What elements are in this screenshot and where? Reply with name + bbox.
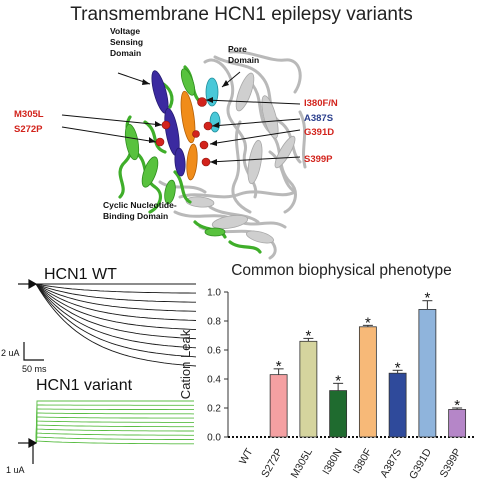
x-tick-label: I380F [351, 447, 375, 476]
wt-trace-line [35, 283, 197, 349]
variant-trace-title: HCN1 variant [36, 377, 133, 394]
wt-trace-line [35, 283, 197, 358]
cnbd-label-line2: Binding Domain [103, 211, 168, 221]
grey-helix-fills [185, 72, 296, 244]
significance-marker: * [305, 327, 311, 344]
annotation-arrows [61, 71, 301, 163]
significance-marker: * [454, 397, 460, 414]
chart-title: Common biophysical phenotype [231, 262, 452, 279]
bar-i380n [329, 390, 348, 438]
significance-marker: * [395, 359, 401, 376]
wt-trace-line [35, 283, 197, 367]
variant-trace-line [35, 408, 194, 444]
x-tick-label: G391D [407, 446, 434, 481]
y-tick-label: 0.0 [207, 433, 221, 444]
variant-label-g391d: G391D [304, 127, 334, 138]
y-tick-label: 1.0 [207, 288, 221, 299]
variant-label-a387s: A387S [304, 113, 333, 124]
y-tick-label: 0.2 [207, 404, 221, 415]
pore-helix-orange [180, 90, 198, 181]
pore-label-line1: Pore [228, 44, 247, 54]
y-tick-label: 0.4 [207, 375, 221, 386]
wt-trace-line [35, 283, 197, 321]
bar-g391d [418, 308, 437, 438]
cnbd-label-line1: Cyclic Nucleotide- [103, 200, 177, 210]
bar-a387s [388, 372, 407, 438]
variant-trace-line [35, 428, 194, 444]
chart-axes: 0.0 0.2 0.4 0.6 0.8 1.0 Cation Leak [178, 288, 476, 444]
bar-m305l [299, 340, 318, 438]
green-helix-fills [124, 68, 226, 237]
variant-trace-line [35, 412, 195, 444]
x-tick-label: S272P [259, 447, 285, 480]
voltage-label-line2: Sensing [110, 37, 143, 47]
variant-label-s272p: S272P [14, 124, 43, 135]
wt-trace-line [35, 283, 196, 294]
x-tick-label: M305L [289, 446, 316, 480]
variant-label-m305l: M305L [14, 109, 44, 120]
significance-marker: * [424, 290, 430, 307]
y-tick-label: 0.8 [207, 317, 221, 328]
x-tick-label: S399P [438, 447, 464, 480]
variant-scale-current-label: 1 uA [6, 465, 25, 475]
wt-trace-line [35, 283, 197, 340]
pore-label-line2: Domain [228, 55, 259, 65]
chart-bars [269, 300, 467, 438]
wt-scale-time-label: 50 ms [22, 364, 47, 374]
current-traces-panel: 2 uA 50 ms 1 uA [1, 278, 197, 475]
variant-label-i380fn: I380F/N [304, 98, 338, 109]
variant-trace-line [35, 416, 194, 444]
variant-trace-line [35, 432, 194, 444]
variant-residue-spheres [155, 97, 213, 167]
voltage-label-line1: Voltage [110, 26, 140, 36]
y-axis-label: Cation Leak [178, 329, 193, 399]
wt-scale-bar [23, 342, 44, 361]
x-tick-label: A387S [378, 447, 404, 480]
y-tick-label: 0.6 [207, 346, 221, 357]
x-tick-label: WT [237, 446, 256, 467]
cation-leak-bar-chart: 0.0 0.2 0.4 0.6 0.8 1.0 Cation Leak WT * S272P * M… [178, 288, 476, 481]
wt-trace-line [35, 283, 196, 303]
wt-trace-line [35, 283, 197, 331]
variant-trace-line [35, 400, 194, 444]
bar-i380f [358, 326, 377, 438]
significance-marker: * [276, 358, 282, 375]
bar-s272p [269, 374, 288, 438]
wt-trace-line [35, 283, 197, 312]
variant-trace-line [35, 436, 195, 444]
voltage-label-line3: Domain [110, 48, 141, 58]
bar-s399p [448, 409, 467, 438]
wt-trace-title: HCN1 WT [44, 266, 117, 283]
holding-current-arrows [18, 278, 38, 449]
hcn1-structure-diagram: Voltage Sensing Domain Pore Domain Cycli… [14, 26, 338, 260]
variant-current-traces [35, 400, 195, 445]
variant-trace-line [35, 420, 194, 444]
variant-trace-line [35, 440, 194, 445]
wt-current-traces [35, 283, 197, 367]
main-title: Transmembrane HCN1 epilepsy variants [70, 4, 413, 25]
significance-marker: * [335, 372, 341, 389]
x-tick-label: I380N [320, 447, 344, 477]
significance-marker: * [365, 314, 371, 331]
arrow-heads [142, 79, 229, 165]
wt-scale-current-label: 2 uA [1, 348, 20, 358]
voltage-sensor-helix [151, 70, 186, 177]
variant-trace-line [35, 424, 194, 444]
variant-trace-line [35, 404, 194, 444]
variant-label-s399p: S399P [304, 154, 333, 165]
